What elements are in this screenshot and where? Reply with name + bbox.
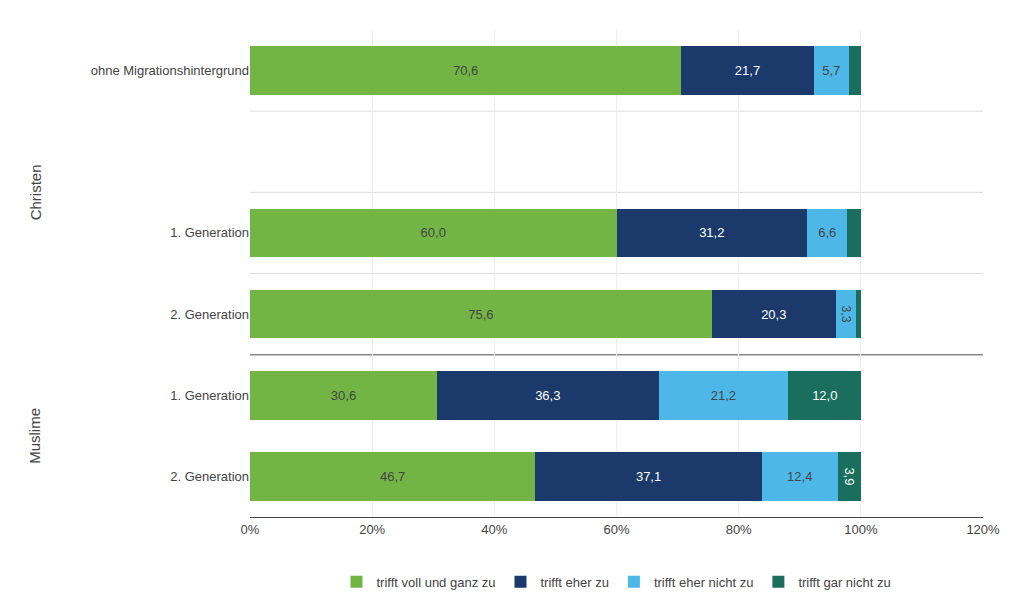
svg-text:70,6: 70,6 (453, 63, 478, 78)
svg-text:Muslime: Muslime (26, 408, 43, 464)
svg-text:5,7: 5,7 (822, 63, 840, 78)
svg-text:6,6: 6,6 (818, 225, 836, 240)
svg-text:12,4: 12,4 (787, 469, 812, 484)
svg-text:60%: 60% (603, 522, 629, 537)
svg-text:37,1: 37,1 (636, 469, 661, 484)
svg-text:3,3: 3,3 (839, 306, 853, 323)
svg-text:1. Generation: 1. Generation (170, 225, 249, 240)
svg-text:trifft gar nicht zu: trifft gar nicht zu (798, 575, 890, 590)
svg-text:Christen: Christen (27, 164, 44, 220)
svg-text:36,3: 36,3 (535, 388, 560, 403)
svg-text:trifft eher nicht zu: trifft eher nicht zu (654, 575, 753, 590)
svg-text:20,3: 20,3 (761, 307, 786, 322)
svg-text:40%: 40% (481, 522, 507, 537)
svg-text:12,0: 12,0 (812, 388, 837, 403)
svg-text:31,2: 31,2 (699, 225, 724, 240)
svg-text:100%: 100% (844, 522, 878, 537)
svg-text:21,7: 21,7 (735, 63, 760, 78)
svg-text:21,2: 21,2 (711, 388, 736, 403)
svg-text:trifft voll und ganz zu: trifft voll und ganz zu (377, 575, 496, 590)
svg-text:trifft eher zu: trifft eher zu (541, 575, 609, 590)
svg-text:120%: 120% (966, 522, 1000, 537)
svg-text:20%: 20% (359, 522, 385, 537)
svg-text:1. Generation: 1. Generation (170, 388, 249, 403)
svg-text:75,6: 75,6 (468, 307, 493, 322)
svg-text:ohne Migrationshintergrund: ohne Migrationshintergrund (91, 63, 249, 78)
svg-text:60,0: 60,0 (421, 225, 446, 240)
svg-text:30,6: 30,6 (331, 388, 356, 403)
svg-text:0%: 0% (241, 522, 260, 537)
svg-text:2. Generation: 2. Generation (170, 307, 249, 322)
svg-text:80%: 80% (726, 522, 752, 537)
svg-text:3,9: 3,9 (842, 467, 857, 485)
svg-text:46,7: 46,7 (380, 469, 405, 484)
svg-text:2. Generation: 2. Generation (170, 469, 249, 484)
